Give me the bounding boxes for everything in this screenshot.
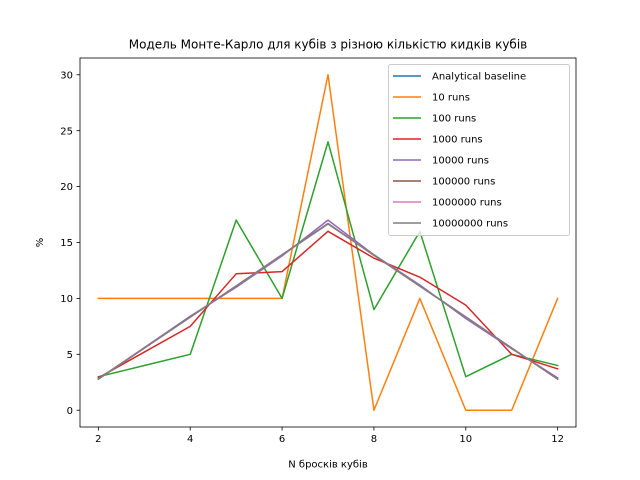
- x-tick-label: 2: [95, 434, 101, 445]
- x-tick-label: 8: [371, 434, 377, 445]
- legend-label-2: 100 runs: [432, 114, 476, 125]
- legend-label-0: Analytical baseline: [432, 72, 526, 83]
- y-tick-label: 5: [67, 350, 73, 361]
- x-tick-label: 10: [459, 434, 472, 445]
- series-line-3: [97, 230, 559, 379]
- series-line-2: [97, 141, 559, 378]
- y-axis-label: %: [35, 238, 46, 248]
- chart-title: Модель Монте-Карло для кубів з різною кі…: [129, 38, 527, 52]
- x-tick-label: 12: [551, 434, 564, 445]
- series-line-7: [97, 223, 559, 381]
- legend: Analytical baseline 10 runs 100 runs 1000 r…: [388, 64, 570, 236]
- legend-label-5: 100000 runs: [432, 177, 495, 188]
- legend-label-1: 10 runs: [432, 93, 470, 104]
- series-line-1: [97, 74, 559, 411]
- legend-label-7: 10000000 runs: [432, 219, 508, 230]
- legend-label-6: 1000000 runs: [432, 198, 502, 209]
- y-tick-label: 0: [67, 406, 73, 417]
- legend-label-4: 10000 runs: [432, 156, 489, 167]
- y-tick-label: 30: [60, 70, 73, 81]
- y-tick-label: 20: [60, 182, 73, 193]
- y-tick-label: 15: [60, 238, 73, 249]
- legend-items: Analytical baseline 10 runs 100 runs 1000 r…: [393, 72, 526, 230]
- x-tick-label: 6: [279, 434, 285, 445]
- series-line-4: [97, 219, 559, 380]
- series-line-5: [97, 222, 559, 380]
- legend-label-3: 1000 runs: [432, 135, 483, 146]
- plot-lines: [97, 74, 559, 411]
- y-tick-label: 25: [60, 126, 73, 137]
- x-tick-label: 4: [187, 434, 193, 445]
- series-line-0: [97, 223, 559, 381]
- x-axis-ticks: 2 4 6 8 10 12: [95, 427, 564, 445]
- y-axis-ticks: 0 5 10 15 20 25 30: [60, 70, 80, 417]
- y-tick-label: 10: [60, 294, 73, 305]
- x-axis-label: N бросків кубів: [288, 459, 368, 471]
- legend-box: [388, 64, 570, 236]
- series-line-6: [97, 223, 559, 381]
